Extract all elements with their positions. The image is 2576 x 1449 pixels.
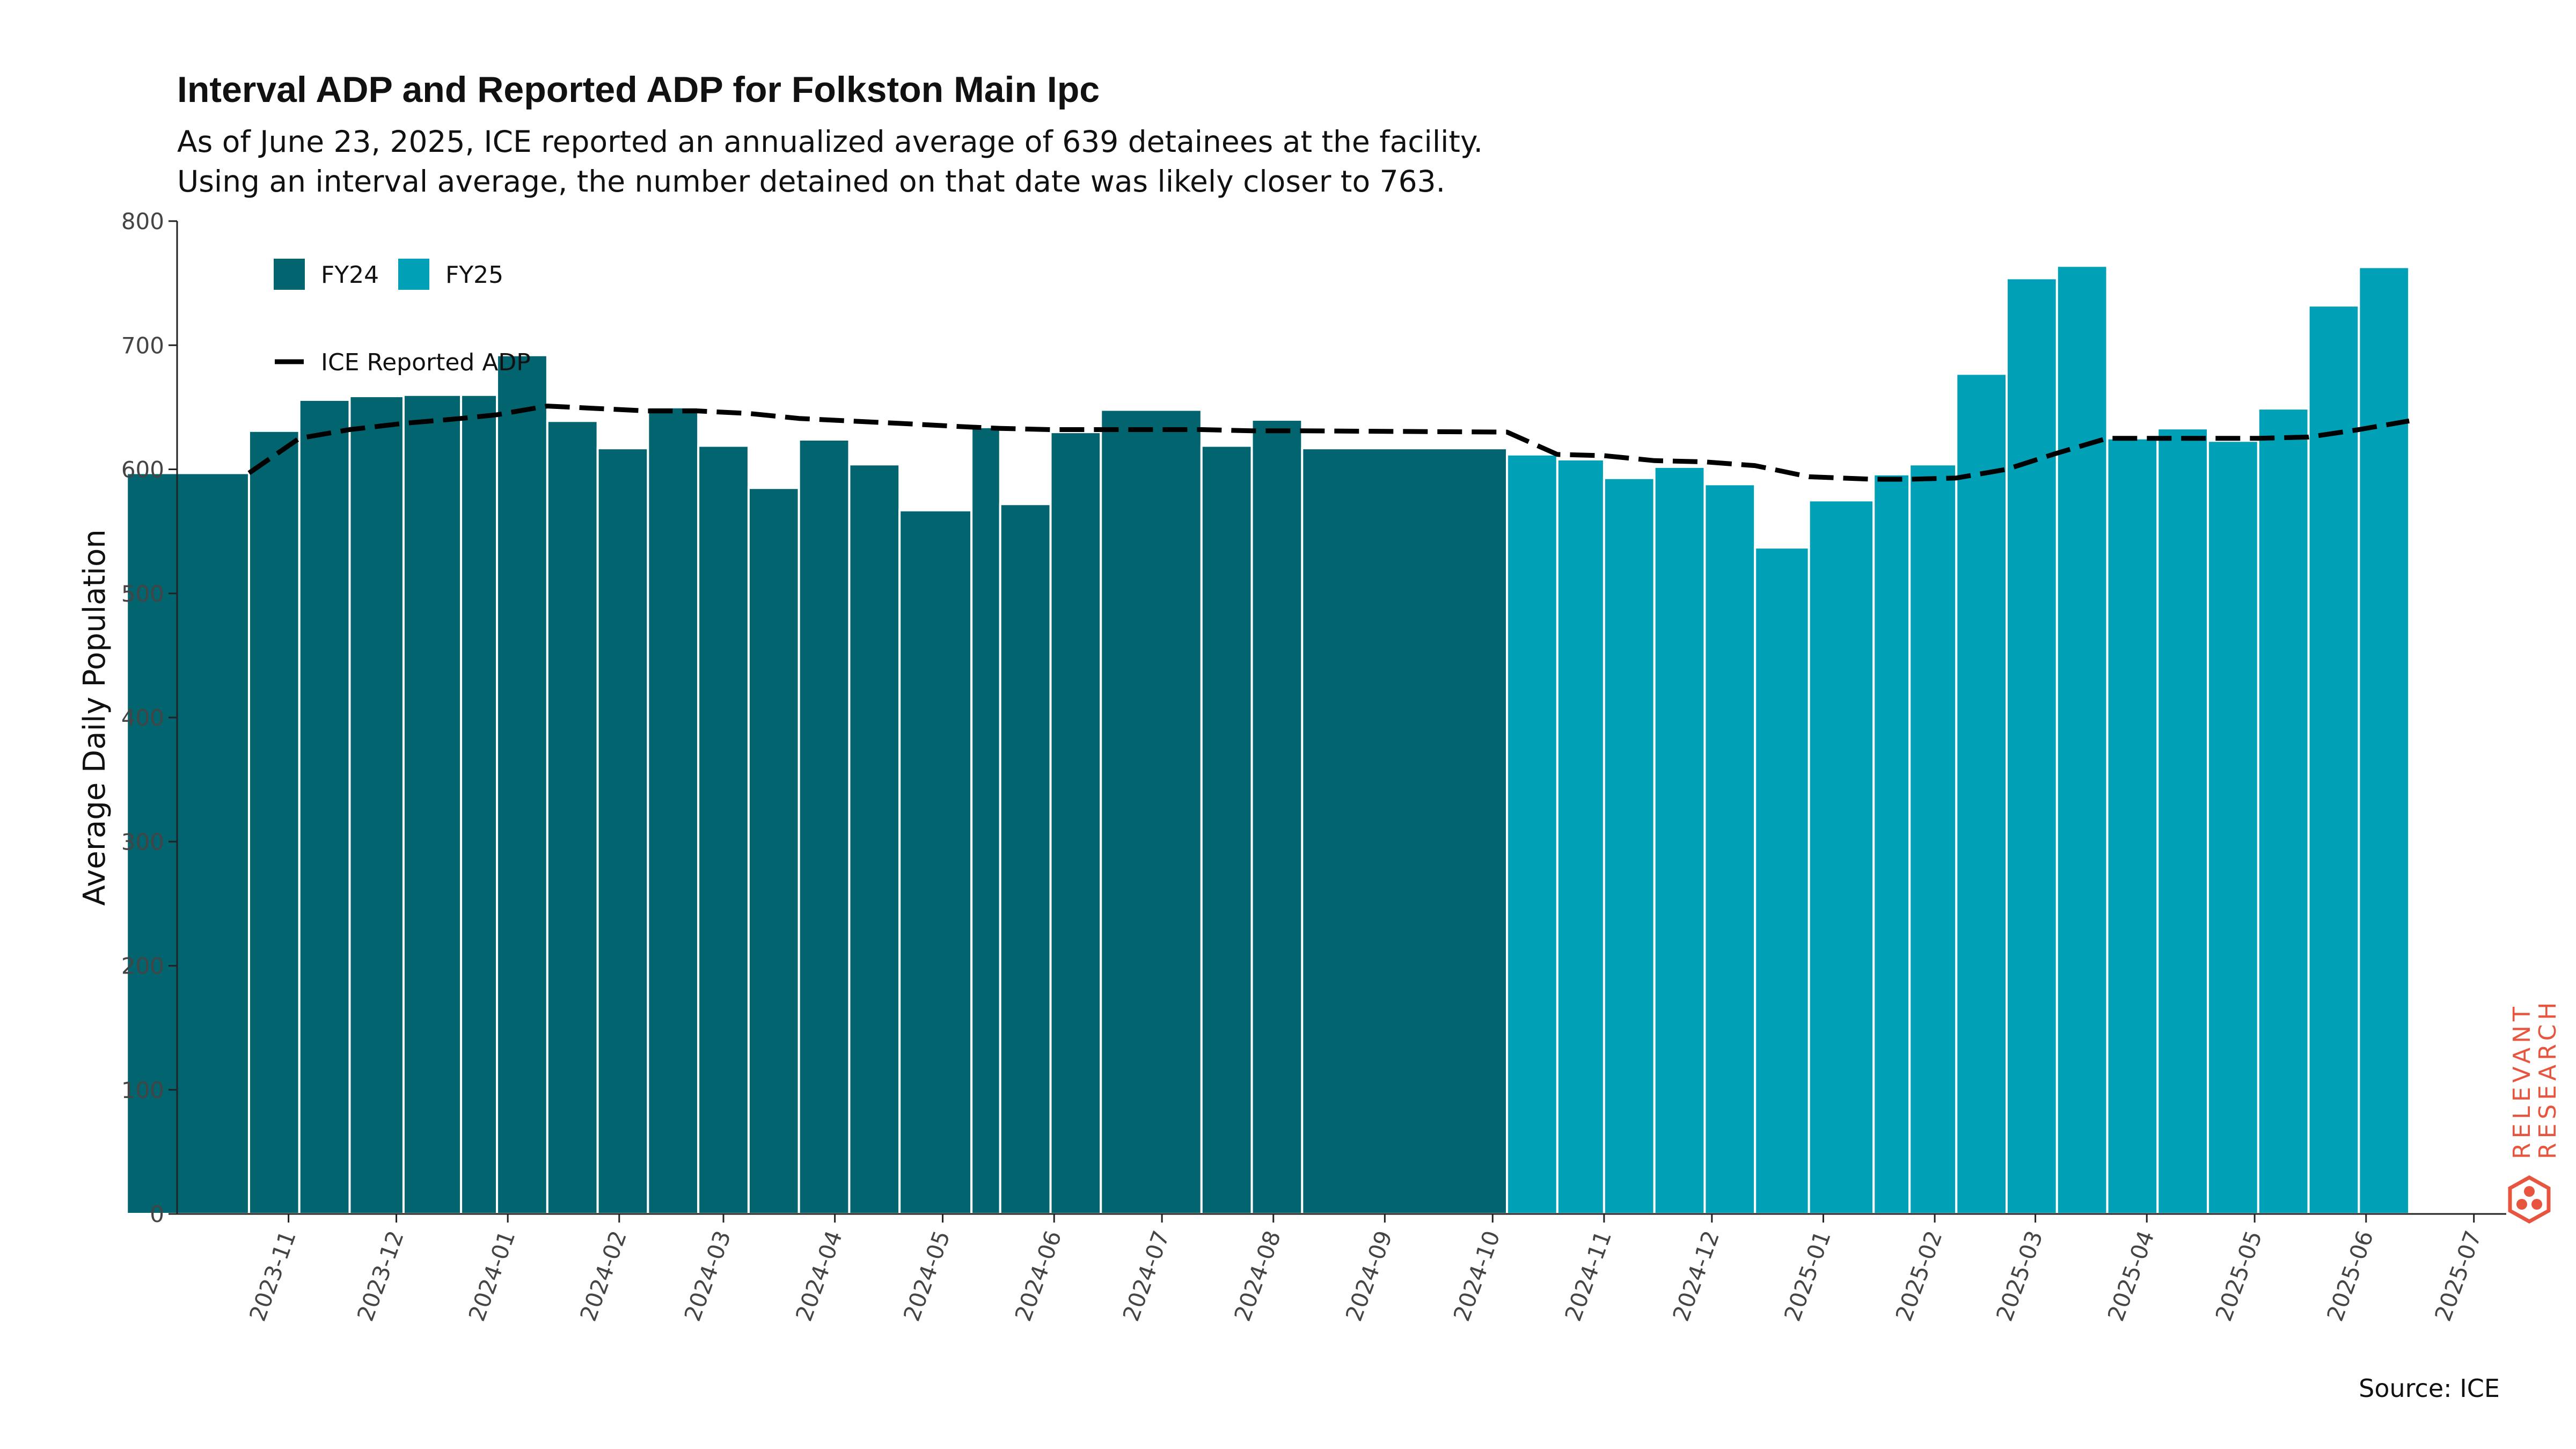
bar-fy24-21 <box>1302 448 1507 1214</box>
y-tick-label: 800 <box>121 208 164 235</box>
x-tick-label: 2024-04 <box>791 1227 847 1325</box>
x-tick-label: 2024-07 <box>1117 1227 1174 1325</box>
y-tick-label: 0 <box>150 1201 164 1227</box>
bar-fy24-12 <box>799 440 850 1214</box>
brand-line-2: RESEARCH <box>2535 923 2561 1159</box>
bar-fy24-1 <box>249 431 299 1214</box>
x-tick-label: 2024-11 <box>1560 1227 1616 1325</box>
x-tick-label: 2024-10 <box>1448 1227 1505 1325</box>
y-tick-label: 400 <box>121 705 164 731</box>
bar-fy24-9 <box>648 407 698 1214</box>
x-tick-label: 2024-02 <box>575 1227 632 1325</box>
bar-fy25-37 <box>2258 408 2309 1214</box>
bar-fy25-38 <box>2309 305 2359 1214</box>
y-tick-label: 300 <box>121 829 164 855</box>
x-tick-label: 2025-07 <box>2429 1227 2486 1325</box>
bar-fy25-35 <box>2157 428 2208 1214</box>
bar-fy25-26 <box>1704 484 1755 1214</box>
brand-wordmark: RELEVANT RESEARCH <box>2509 923 2561 1159</box>
bar-fy25-31 <box>1956 374 2007 1214</box>
legend-swatch-fy24 <box>274 259 305 290</box>
source-note: Source: ICE <box>2359 1374 2500 1403</box>
bar-fy24-17 <box>1051 432 1101 1214</box>
bar-fy24-8 <box>598 448 648 1214</box>
x-tick-label: 2025-06 <box>2322 1227 2379 1325</box>
bar-fy25-23 <box>1557 459 1604 1214</box>
bar-fy24-5 <box>461 395 497 1214</box>
bar-fy25-33 <box>2057 266 2107 1214</box>
relevant-research-logo: RELEVANT RESEARCH <box>2490 993 2576 1229</box>
bar-fy25-24 <box>1604 478 1655 1214</box>
x-tick-label: 2025-01 <box>1779 1227 1836 1325</box>
bars-layer <box>127 266 2409 1214</box>
bar-fy25-27 <box>1755 547 1809 1214</box>
x-tick-label: 2024-08 <box>1229 1227 1286 1325</box>
bar-fy24-18 <box>1101 410 1202 1214</box>
bar-fy25-34 <box>2107 438 2158 1214</box>
x-tick-label: 2024-01 <box>464 1227 521 1325</box>
y-tick-label: 500 <box>121 581 164 607</box>
bar-fy24-20 <box>1252 420 1302 1214</box>
bar-fy25-30 <box>1909 464 1956 1214</box>
hexagon-dots-icon <box>2505 1175 2553 1224</box>
bar-fy24-19 <box>1202 446 1252 1214</box>
x-tick-label: 2024-06 <box>1010 1227 1067 1325</box>
bar-fy24-7 <box>547 421 598 1214</box>
y-axis-title: Average Daily Population <box>77 529 112 905</box>
bar-fy25-22 <box>1507 455 1557 1214</box>
bar-fy24-3 <box>349 396 403 1214</box>
x-tick-label: 2023-11 <box>244 1227 301 1325</box>
bar-fy24-4 <box>404 395 461 1214</box>
bar-fy25-25 <box>1655 467 1705 1214</box>
bar-fy24-14 <box>899 510 971 1214</box>
bar-fy25-39 <box>2359 267 2409 1214</box>
y-tick-label: 200 <box>121 953 164 979</box>
bar-fy24-10 <box>698 446 749 1214</box>
legend: FY24 FY25 ICE Reported ADP <box>274 259 531 376</box>
bar-fy24-13 <box>849 464 899 1214</box>
bar-fy25-36 <box>2208 441 2258 1214</box>
x-tick-label: 2025-03 <box>1991 1227 2048 1325</box>
legend-label-fy24: FY24 <box>321 261 379 289</box>
y-tick-label: 100 <box>121 1077 164 1103</box>
x-tick-label: 2023-12 <box>352 1227 409 1325</box>
bar-fy24-2 <box>299 400 350 1214</box>
legend-swatch-fy25 <box>398 259 429 290</box>
x-tick-label: 2024-03 <box>679 1227 736 1325</box>
bar-fy25-32 <box>2007 278 2057 1214</box>
bar-fy24-11 <box>749 488 799 1214</box>
bar-fy24-6 <box>497 355 547 1214</box>
x-tick-label: 2024-09 <box>1341 1227 1397 1325</box>
y-tick-label: 700 <box>121 332 164 358</box>
x-tick-label: 2025-04 <box>2103 1227 2160 1325</box>
x-tick-label: 2024-05 <box>898 1227 955 1325</box>
bar-fy25-29 <box>1874 474 1909 1214</box>
brand-line-1: RELEVANT <box>2509 923 2535 1159</box>
bar-fy24-16 <box>1000 504 1051 1214</box>
x-tick-label: 2025-02 <box>1890 1227 1947 1325</box>
x-tick-label: 2024-12 <box>1667 1227 1724 1325</box>
legend-label-fy25: FY25 <box>445 261 503 289</box>
legend-label-reported-adp: ICE Reported ADP <box>321 349 531 376</box>
x-tick-label: 2025-05 <box>2211 1227 2267 1325</box>
bar-fy24-15 <box>971 427 1000 1214</box>
bar-fy25-28 <box>1809 500 1874 1214</box>
y-tick-label: 600 <box>121 457 164 483</box>
